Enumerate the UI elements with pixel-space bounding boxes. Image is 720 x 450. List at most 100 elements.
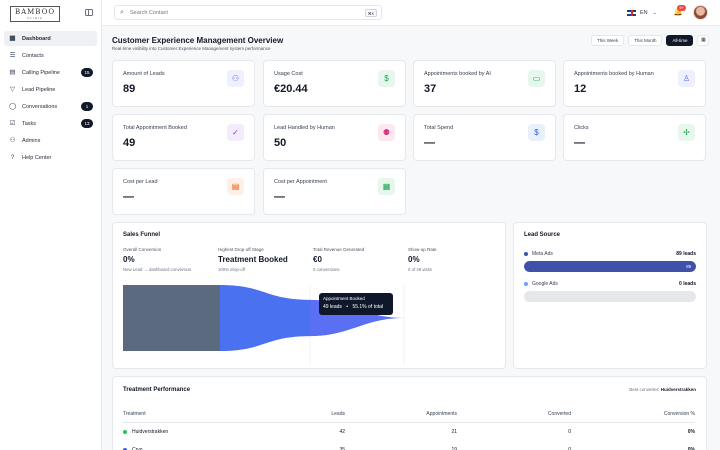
kpi-card-clicks: Clicks — ✢	[563, 114, 706, 161]
stat-sub: 0 conversions	[313, 267, 340, 272]
converted-cell: 0	[568, 447, 571, 450]
avatar[interactable]	[693, 5, 708, 20]
kpi-card-appointments-booked-by-ai: Appointments booked by AI 37 ▭	[413, 60, 556, 107]
sidebar-badge: 1	[81, 102, 93, 111]
table-header: Treatment Leads Appointments Converted Conve…	[123, 405, 695, 423]
kpi-card-cost-per-appointment: Cost per Appointment — ▦	[263, 168, 406, 215]
calendar-check-icon: ▦	[378, 178, 395, 195]
stat-value: 0%	[123, 255, 135, 264]
treatment-cell: Cryo	[123, 441, 143, 450]
kpi-label: Cost per Appointment	[274, 179, 327, 185]
sidebar-item-contacts[interactable]: ☰ Contacts	[4, 48, 97, 63]
sidebar-item-dashboard[interactable]: ▦ Dashboard	[4, 31, 97, 46]
people-icon: ⚇	[227, 70, 244, 87]
search-shortcut: ⌘K	[365, 9, 377, 17]
sidebar-item-calling-pipeline[interactable]: ▤ Calling Pipeline 15	[4, 65, 97, 80]
kpi-value: —	[123, 191, 134, 203]
treatment-name: Cryo	[132, 447, 143, 450]
sidebar-item-label: Conversations	[22, 103, 58, 110]
stat-sub: New Lead → dashboard conversion	[123, 267, 192, 272]
appointments-cell: 19	[451, 447, 457, 450]
sidebar-badge: 15	[81, 68, 93, 77]
range-all-time[interactable]: All-time	[666, 35, 694, 46]
column-header: Converted	[547, 411, 571, 417]
source-bar: 89	[524, 261, 696, 272]
kpi-label: Total Spend	[424, 125, 454, 131]
range-this-week[interactable]: This Week	[591, 35, 625, 46]
sidebar-item-label: Contacts	[22, 52, 44, 59]
logo[interactable]: BAMBOO CLINIC	[10, 6, 60, 22]
conversion-cell: 0%	[687, 447, 695, 450]
calendar-icon[interactable]: ▦	[697, 35, 710, 46]
kpi-label: Usage Cost	[274, 71, 303, 77]
kpi-value: 50	[274, 137, 287, 149]
tooltip-percent: 55.1% of total	[352, 304, 384, 310]
cursor-icon: ✢	[678, 124, 695, 141]
kpi-card-lead-handled-by-human: Lead Handled by Human 50 ⚉	[263, 114, 406, 161]
table-row[interactable]: Huidverstrakken 42 21 0 0%	[123, 423, 695, 441]
clipboard-icon: ▤	[227, 178, 244, 195]
sidebar-item-lead-pipeline[interactable]: ▽ Lead Pipeline	[4, 82, 97, 97]
kpi-label: Amount of Leads	[123, 71, 165, 77]
calendar-icon: ▤	[9, 69, 16, 76]
sidebar-item-label: Admins	[22, 137, 41, 144]
best-converter-value: Huidverstrakken	[660, 387, 696, 392]
kpi-value: 37	[424, 83, 437, 95]
kpi-label: Cost per Lead	[123, 179, 158, 185]
logo-text: BAMBOO	[14, 7, 56, 16]
kpi-card-total-spend: Total Spend — $	[413, 114, 556, 161]
sidebar-item-tasks[interactable]: ☑ Tasks 13	[4, 116, 97, 131]
search-box[interactable]: ⌕ ⌘K	[114, 5, 382, 20]
best-converter: Best converter: Huidverstrakken	[629, 387, 696, 392]
stat-label: Total Revenue Generated	[313, 247, 365, 252]
funnel-stat-overall: Overall Conversion 0% New Lead → dashboa…	[123, 247, 213, 272]
contacts-icon: ☰	[9, 52, 16, 59]
table-row[interactable]: Cryo 35 19 0 0%	[123, 441, 695, 450]
treatment-dot	[123, 429, 127, 434]
chat-icon: ◯	[9, 103, 17, 110]
kpi-value: 89	[123, 83, 136, 95]
sidebar-item-admins[interactable]: ⚇ Admins	[4, 133, 97, 148]
lead-source-title: Lead Source	[524, 232, 561, 238]
stat-value: Treatment Booked	[218, 255, 288, 264]
sidebar-item-help-center[interactable]: ? Help Center	[4, 150, 97, 165]
stat-label: Highest Drop-off Stage	[218, 247, 264, 252]
leads-cell: 42	[339, 429, 345, 435]
kpi-card-amount-of-leads: Amount of Leads 89 ⚇	[112, 60, 255, 107]
topbar: ⌕ ⌘K EN ⌄ 🔔 9+	[102, 0, 720, 26]
sidebar-badge: 13	[81, 119, 93, 128]
users-icon: ⚇	[9, 137, 16, 144]
lead-source-google: Google Ads 0 leads	[524, 281, 696, 302]
logo-subtext: CLINIC	[27, 15, 43, 20]
best-converter-label: Best converter:	[629, 387, 660, 392]
lead-source-meta: Meta Ads 89 leads 89	[524, 251, 696, 272]
stat-sub: 100% drop-off	[218, 267, 245, 272]
bell-icon[interactable]: 🔔	[673, 7, 683, 16]
sidebar-toggle-icon[interactable]	[85, 9, 93, 16]
meta-dot	[524, 251, 528, 256]
google-dot	[524, 281, 528, 286]
kpi-label: Total Appointment Booked	[123, 125, 187, 131]
column-header: Leads	[331, 411, 345, 417]
treatment-title: Treatment Performance	[123, 387, 191, 393]
sidebar-item-conversations[interactable]: ◯ Conversations 1	[4, 99, 97, 114]
sidebar: BAMBOO CLINIC ▦ Dashboard ☰ Contacts ▤ Callin…	[0, 0, 102, 450]
kpi-label: Lead Handled by Human	[274, 125, 335, 131]
column-header: Conversion %	[663, 411, 695, 417]
language-selector[interactable]: EN ⌄	[627, 8, 657, 18]
treatment-dot	[123, 447, 127, 450]
funnel-tooltip: Appointment Booked 49 leads • 55.1% of t…	[319, 293, 393, 315]
range-this-month[interactable]: This Month	[628, 35, 663, 46]
search-input[interactable]	[130, 8, 350, 18]
page-title: Customer Experience Management Overview	[112, 36, 284, 45]
help-icon: ?	[10, 154, 15, 161]
chevron-down-icon: ⌄	[652, 10, 657, 16]
sidebar-item-label: Dashboard	[22, 35, 51, 42]
tooltip-separator: •	[346, 304, 349, 310]
sales-funnel-card: Sales Funnel Overall Conversion 0% New L…	[112, 222, 506, 369]
sidebar-item-label: Help Center	[22, 154, 52, 161]
column-header: Appointments	[426, 411, 457, 417]
funnel-stat-showup: Show-up Rate 0% 0 of 49 visits	[408, 247, 498, 272]
tooltip-value: 49 leads • 55.1% of total	[323, 304, 383, 310]
notification-badge: 9+	[677, 5, 686, 11]
